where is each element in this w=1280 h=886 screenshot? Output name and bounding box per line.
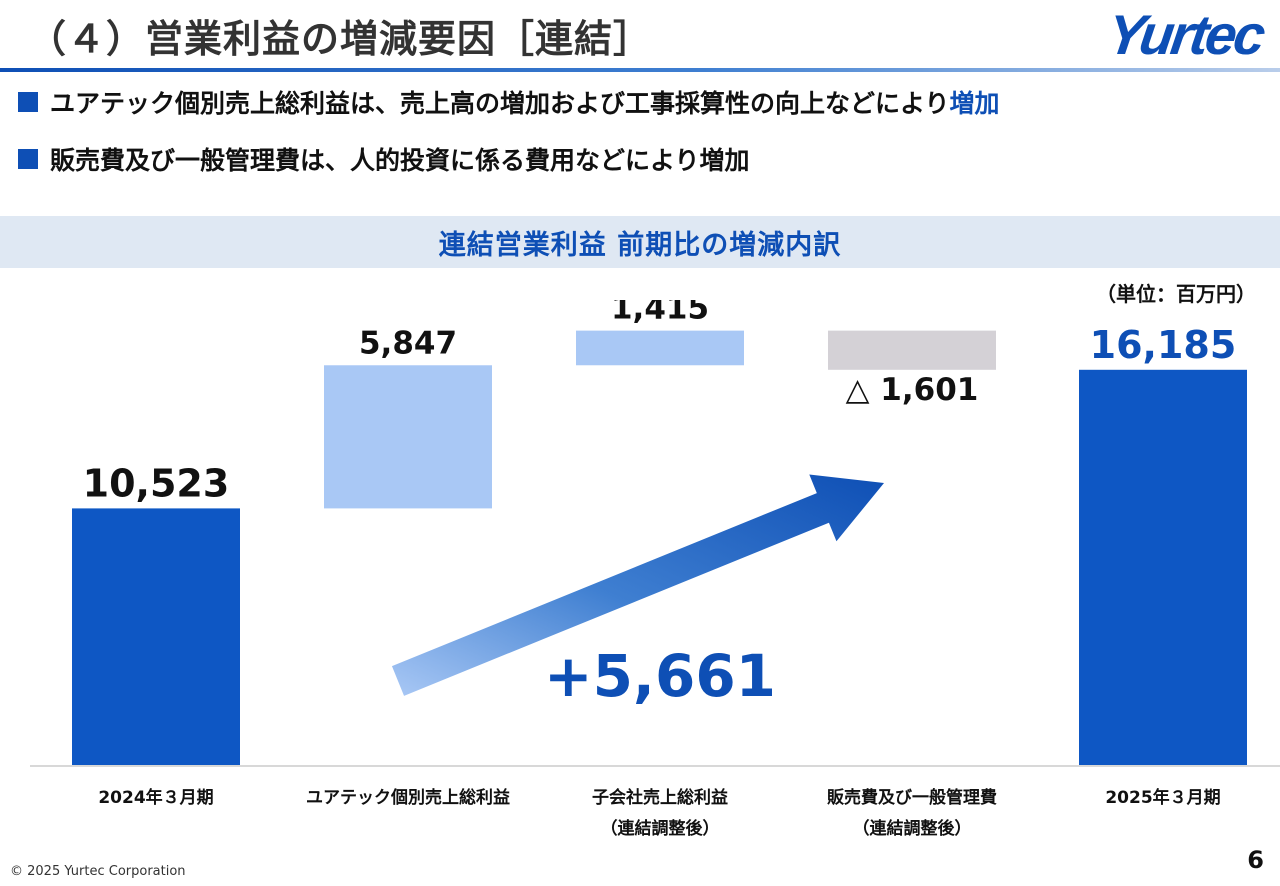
square-bullet-icon: [18, 149, 38, 169]
bar-total: [1079, 369, 1247, 766]
bar-value-label: 16,185: [1090, 323, 1237, 367]
bar-value-label: △ 1,601: [846, 372, 979, 408]
yurtec-logo: Yurtec: [1103, 3, 1267, 66]
page-title: （４）営業利益の増減要因［連結］: [28, 17, 653, 61]
chart-title-band: 連結営業利益 前期比の増減内訳: [0, 216, 1280, 268]
copyright: © 2025 Yurtec Corporation: [10, 864, 186, 879]
x-tick-label: 2024年３月期: [98, 787, 213, 808]
bar-value-label: 10,523: [83, 461, 230, 505]
bullet-item: ユアテック個別売上総利益は、売上高の増加および工事採算性の向上などにより 増加: [18, 84, 1000, 120]
bar-increase: [324, 365, 492, 509]
unit-label: （単位：百万円）: [1096, 282, 1256, 306]
x-tick-label: 子会社売上総利益: [592, 787, 728, 808]
bullet-text: ユアテック個別売上総利益は、売上高の増加および工事採算性の向上などにより: [50, 89, 950, 118]
x-tick-sublabel: （連結調整後）: [601, 818, 720, 839]
x-tick-sublabel: （連結調整後）: [853, 818, 972, 839]
bar-value-label: 5,847: [359, 325, 457, 361]
square-bullet-icon: [18, 92, 38, 112]
change-annotation: +5,661: [544, 642, 776, 710]
trend-arrow-icon: [391, 474, 884, 696]
chart-title: 連結営業利益 前期比の増減内訳: [438, 229, 842, 261]
title-divider: [0, 68, 1280, 72]
x-tick-label: ユアテック個別売上総利益: [306, 787, 510, 808]
page-number: 6: [1247, 846, 1264, 874]
bar-value-label: 1,415: [611, 300, 709, 327]
bullet-highlight: 増加: [949, 89, 1000, 118]
x-tick-label: 販売費及び一般管理費: [827, 787, 997, 808]
waterfall-chart: +5,661 10,523 2024年３月期 5,847 ユアテック個別売上総利益 1,…: [30, 300, 1280, 839]
bar-total: [72, 508, 240, 766]
bar-increase: [576, 330, 744, 366]
x-tick-label: 2025年３月期: [1105, 787, 1220, 808]
bullet-text: 販売費及び一般管理費は、人的投資に係る費用などにより増加: [50, 146, 750, 175]
bullet-item: 販売費及び一般管理費は、人的投資に係る費用などにより増加: [18, 141, 750, 177]
bar-decrease: [828, 330, 996, 370]
